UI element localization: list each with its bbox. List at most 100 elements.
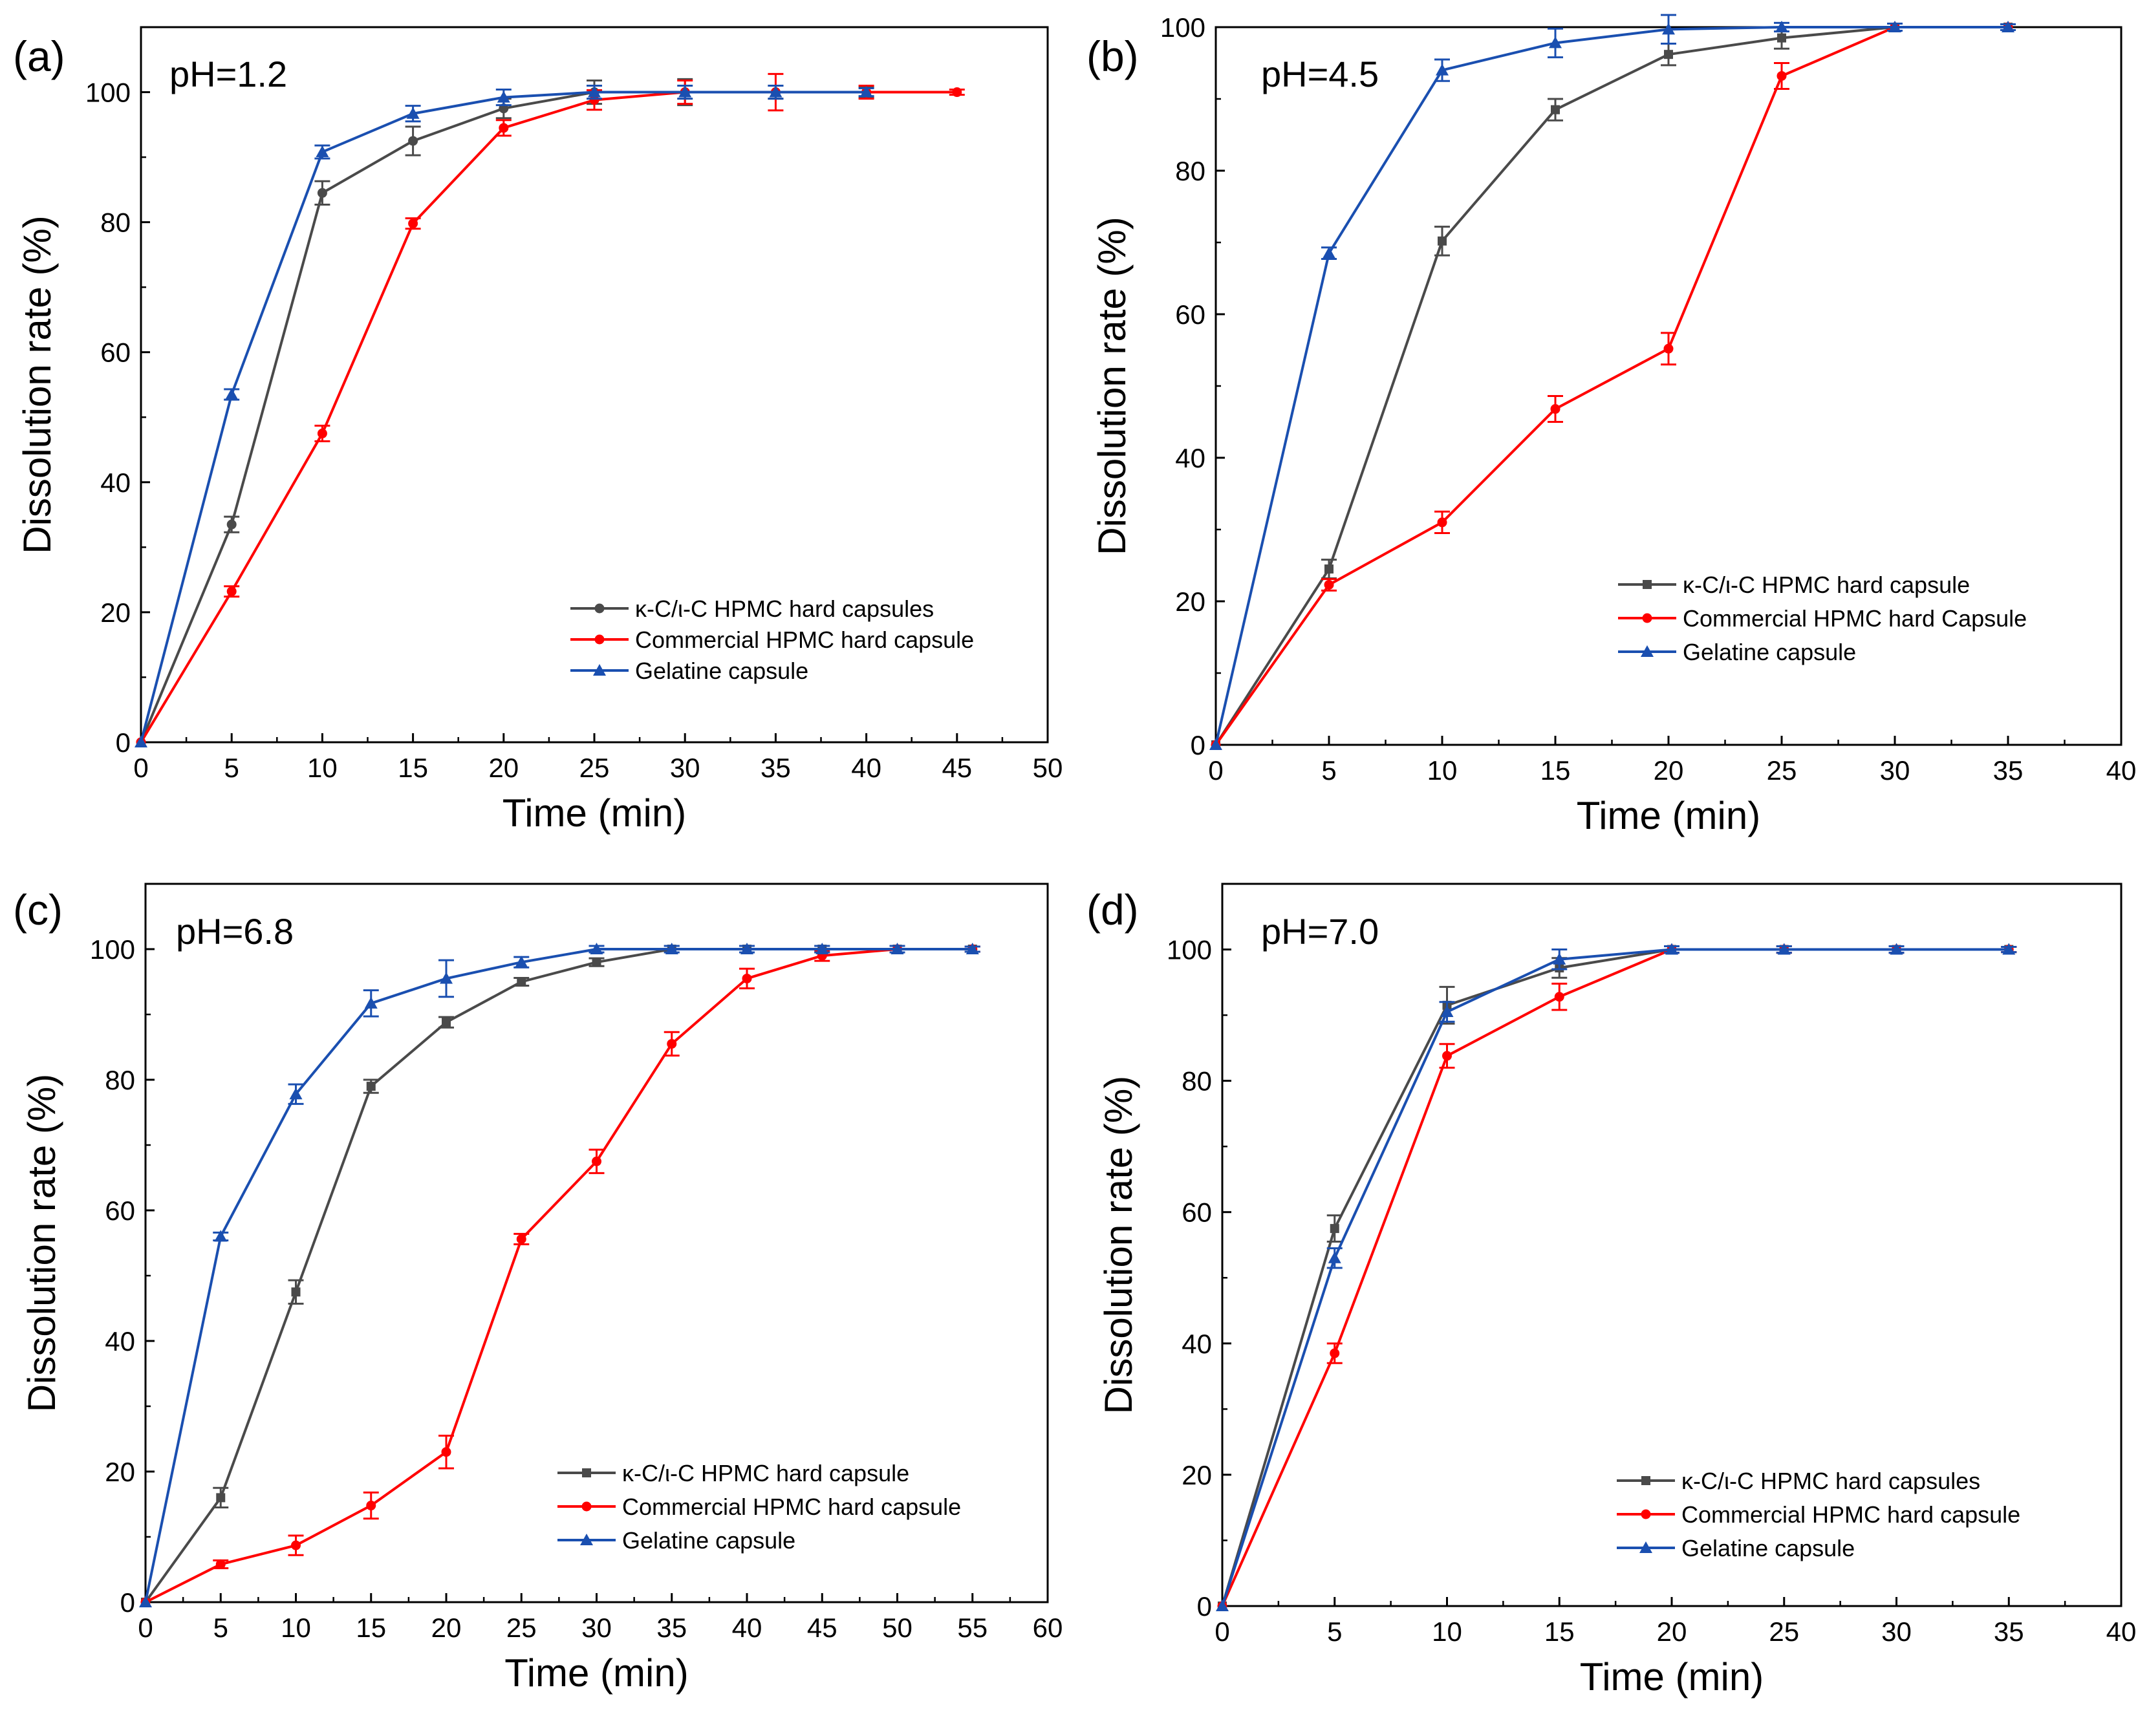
legend-marker (1643, 580, 1652, 589)
panel-b: 0 5 10 15 20 25 30 35 40 0 20 40 60 80 100 Time (min) Di… (1086, 12, 2136, 837)
y-tick-label: 40 (100, 467, 131, 498)
data-point (742, 973, 752, 983)
data-point (2002, 943, 2016, 955)
y-tick-label: 0 (116, 727, 131, 758)
panel-d: 0 5 10 15 20 25 30 35 40 0 20 40 60 80 100 Time (min) Di… (1086, 883, 2137, 1698)
x-tick-label: 50 (1033, 753, 1063, 783)
legend-marker (580, 1534, 593, 1545)
data-point (408, 136, 418, 146)
data-point (139, 1596, 152, 1607)
legend-marker (1641, 1476, 1650, 1485)
data-point (135, 736, 147, 747)
data-point (1323, 246, 1335, 259)
data-point (1663, 343, 1674, 354)
x-tick-label: 30 (1881, 1616, 1912, 1647)
legend-marker (594, 603, 605, 614)
legend-label: Gelatine capsule (622, 1527, 795, 1554)
panel-label: (a) (13, 32, 65, 80)
data-point (215, 1559, 226, 1569)
data-point (441, 1447, 451, 1457)
legend-entry: κ-C/ι-C HPMC hard capsules (570, 595, 934, 622)
y-tick-label: 40 (1182, 1329, 1212, 1359)
legend-entry: Gelatine capsule (570, 658, 808, 684)
x-axis-label: Time (min) (1580, 1655, 1764, 1698)
legend-label: κ-C/ι-C HPMC hard capsule (1683, 572, 1970, 598)
x-tick-label: 45 (807, 1613, 837, 1643)
x-tick-label: 0 (1208, 755, 1223, 786)
data-point (291, 1287, 301, 1297)
x-tick-label: 20 (1654, 755, 1684, 786)
legend-entry: Gelatine capsule (557, 1527, 795, 1554)
data-point (588, 85, 601, 98)
legend-marker (1642, 613, 1652, 623)
data-point (1330, 1348, 1340, 1358)
legend-marker (581, 1501, 592, 1512)
x-tick-label: 40 (2106, 755, 2137, 786)
plot-frame (1215, 26, 2122, 746)
legend-label: Commercial HPMC hard Capsule (1683, 605, 2027, 632)
data-point (408, 219, 418, 229)
panel-a: 0 5 10 15 20 25 30 35 40 45 50 0 20 40 60 80 100 Time (mi… (13, 26, 1063, 835)
data-point (1554, 992, 1564, 1002)
legend-label: Gelatine capsule (635, 658, 808, 684)
data-point (440, 972, 453, 984)
data-point (1888, 21, 1901, 32)
data-point (590, 943, 603, 954)
x-axis-label: Time (min) (504, 1651, 688, 1695)
y-tick-label: 100 (1160, 12, 1205, 43)
x-tick-label: 30 (670, 753, 700, 783)
x-tick-label: 40 (2106, 1616, 2137, 1647)
data-point (815, 943, 829, 954)
y-tick-label: 20 (1175, 586, 1205, 617)
legend-entry: Commercial HPMC hard capsule (1617, 1501, 2020, 1528)
series-line (1215, 26, 2008, 746)
legend-entry: κ-C/ι-C HPMC hard capsule (557, 1460, 909, 1486)
x-tick-label: 25 (506, 1613, 537, 1643)
data-point (1440, 1005, 1454, 1018)
x-tick-label: 35 (761, 753, 791, 783)
data-point (1324, 579, 1334, 590)
x-axis-label: Time (min) (502, 791, 686, 835)
y-tick-label: 0 (120, 1587, 135, 1618)
data-point (678, 85, 692, 98)
data-point (952, 87, 962, 98)
data-point (515, 956, 528, 968)
y-tick-label: 100 (90, 934, 135, 965)
series-line (1221, 948, 2009, 1607)
x-tick-label: 30 (581, 1613, 612, 1643)
data-point (226, 519, 237, 530)
panel-label: (c) (13, 886, 63, 934)
legend-entry: Commercial HPMC hard capsule (570, 627, 974, 653)
y-tick-label: 20 (105, 1457, 135, 1487)
data-point (1777, 943, 1791, 955)
data-point (2002, 21, 2014, 32)
series-gelatine (139, 943, 980, 1607)
x-tick-label: 25 (1767, 755, 1797, 786)
series-gelatine (1209, 14, 2016, 750)
data-point (1436, 63, 1449, 76)
legend-label: Commercial HPMC hard capsule (622, 1494, 961, 1520)
data-point (966, 943, 979, 954)
y-tick-label: 20 (100, 597, 131, 628)
series-line (144, 948, 973, 1603)
data-point (1216, 1600, 1229, 1611)
y-tick-label: 80 (1175, 156, 1205, 186)
data-point (406, 107, 420, 119)
legend-entry: Gelatine capsule (1618, 639, 1856, 665)
legend-label: κ-C/ι-C HPMC hard capsules (635, 595, 934, 622)
x-tick-label: 0 (138, 1613, 153, 1643)
data-point (442, 1018, 451, 1027)
data-point (1665, 943, 1678, 955)
y-axis-label: Dissolution rate (%) (1090, 217, 1134, 555)
legend-entry: Commercial HPMC hard capsule (557, 1494, 961, 1520)
data-point (214, 1230, 228, 1242)
data-point (740, 943, 753, 954)
y-tick-label: 60 (1182, 1197, 1212, 1228)
legend-label: Commercial HPMC hard capsule (635, 627, 974, 653)
x-tick-label: 5 (224, 753, 239, 783)
y-tick-label: 40 (1175, 443, 1205, 473)
x-tick-label: 20 (431, 1613, 462, 1643)
panel-label: (d) (1086, 886, 1139, 934)
data-point (1890, 943, 1903, 955)
series-commercial (1211, 22, 2016, 750)
